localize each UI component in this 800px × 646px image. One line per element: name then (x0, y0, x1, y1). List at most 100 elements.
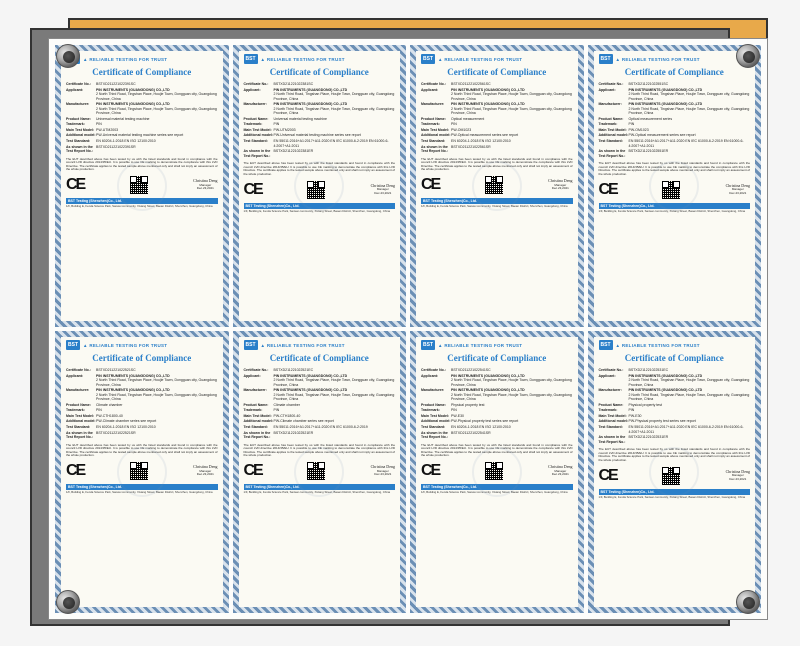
model-label: Main Test Model: (244, 128, 274, 133)
trademark-value: PIN (274, 408, 396, 413)
trademark-label: Trademark: (599, 408, 629, 413)
cert-bottom-row: CE Christina Deng Manager Dec.23,2021 (66, 176, 218, 194)
addl-value: PW-Physical property test series see rep… (451, 419, 573, 424)
std-label: Test Standard: (421, 425, 451, 430)
addl-label: Additional model: (66, 133, 96, 138)
ce-mark: CE (599, 467, 617, 485)
signature-block: Christina Deng Manager Dec.23,2021 (548, 179, 572, 191)
manufacturer-value: PIN INSTRUMENTS (GUANGDONG) CO.,LTD2 Nor… (629, 102, 751, 116)
std-label: Test Standard: (421, 139, 451, 144)
sig-date: Dec.23,2021 (726, 478, 750, 482)
std-value: EN 60204-1:2018 EN ISO 12100:2010 (451, 425, 573, 430)
applicant-value: PIN INSTRUMENTS (GUANGDONG) CO.,LTD2 Nor… (451, 374, 573, 388)
footer-address: 1/F, Building E, Fenda Science Park, San… (244, 210, 396, 213)
cert-title: Certificate of Compliance (244, 353, 396, 363)
footer-address: 1/F, Building E, Fenda Science Park, San… (599, 496, 751, 499)
report-value: BSTXD211221022551ER (629, 149, 751, 158)
cert-title: Certificate of Compliance (421, 353, 573, 363)
report-value: BSTXD211221022391SR (96, 145, 218, 154)
manufacturer-value: PIN INSTRUMENTS (GUANGDONG) CO.,LTD2 Nor… (274, 102, 396, 116)
certno-value: BSTXD211221022561SC (451, 82, 573, 87)
report-label: As shown in the Test Report No.: (244, 431, 274, 440)
grommet-bottom-left (56, 590, 80, 614)
product-value: Climate chamber (274, 403, 396, 408)
disclaimer-text: The EUT described above has been tested … (421, 444, 573, 458)
model-label: Main Test Model: (599, 128, 629, 133)
product-value: Climate chamber (96, 403, 218, 408)
manufacturer-value: PIN INSTRUMENTS (GUANGDONG) CO.,LTD2 Nor… (96, 388, 218, 402)
cert-bottom-row: CE Christina Deng Manager Dec.23,2021 (421, 176, 573, 194)
tagline: RELIABLE TESTING FOR TRUST (83, 57, 167, 62)
certno-label: Certificate No.: (421, 82, 451, 87)
std-value: EN 60204-1:2018 EN ISO 12100:2010 (96, 139, 218, 144)
report-value: BSTXD211221022521SR (96, 431, 218, 440)
grommet-top-left (56, 44, 80, 68)
signature-block: Christina Deng Manager Dec.23,2021 (726, 184, 750, 196)
report-label: As shown in the Test Report No.: (599, 435, 629, 444)
certificate-card: BST RELIABLE TESTING FOR TRUST Certifica… (233, 331, 407, 613)
signature-block: Christina Deng Manager Dec.23,2021 (548, 465, 572, 477)
manufacturer-label: Manufacturer: (421, 102, 451, 116)
applicant-label: Applicant: (244, 374, 274, 388)
applicant-label: Applicant: (599, 88, 629, 102)
trademark-value: PIN (96, 122, 218, 127)
certno-value: BSTXD211221022541SC (451, 368, 573, 373)
report-label: As shown in the Test Report No.: (599, 149, 629, 158)
cert-title: Certificate of Compliance (599, 353, 751, 363)
trademark-value: PIN (629, 122, 751, 127)
sig-date: Dec.23,2021 (371, 473, 395, 477)
qr-code (307, 181, 325, 199)
manufacturer-label: Manufacturer: (421, 388, 451, 402)
certno-label: Certificate No.: (244, 368, 274, 373)
certificate-board: BST RELIABLE TESTING FOR TRUST Certifica… (48, 38, 768, 620)
sig-date: Dec.23,2021 (193, 473, 217, 477)
addl-value: PW-Physical property test series see rep… (629, 419, 751, 424)
product-label: Product Name: (244, 117, 274, 122)
applicant-value: PIN INSTRUMENTS (GUANGDONG) CO.,LTD2 Nor… (96, 374, 218, 388)
footer-address: 1/F, Building E, Fenda Science Park, San… (66, 491, 218, 494)
model-value: PW-OM1023 (629, 128, 751, 133)
addl-label: Additional model: (421, 419, 451, 424)
disclaimer-text: The EUT described above has been tested … (599, 162, 751, 176)
product-label: Product Name: (421, 403, 451, 408)
product-label: Product Name: (66, 403, 96, 408)
sig-date: Dec.23,2021 (726, 192, 750, 196)
std-label: Test Standard: (244, 139, 274, 148)
model-label: Main Test Model: (244, 414, 274, 419)
signature-block: Christina Deng Manager Dec.23,2021 (726, 470, 750, 482)
bst-logo: BST (421, 54, 435, 64)
std-label: Test Standard: (599, 425, 629, 434)
applicant-label: Applicant: (66, 88, 96, 102)
footer-address: 1/F, Building E, Fenda Science Park, San… (599, 210, 751, 213)
footer-address: 1/F, Building E, Fenda Science Park, San… (66, 205, 218, 208)
report-label: As shown in the Test Report No.: (421, 431, 451, 440)
trademark-value: PIN (451, 408, 573, 413)
ce-mark: CE (66, 176, 84, 194)
report-value: BSTXD211221022381ER (274, 149, 396, 158)
certno-value: BSTXD211221022521EC (274, 368, 396, 373)
std-label: Test Standard: (66, 139, 96, 144)
cert-header: BST RELIABLE TESTING FOR TRUST (244, 340, 396, 350)
cert-header: BST RELIABLE TESTING FOR TRUST (599, 340, 751, 350)
addl-value: PW-Climate chamber series see report (96, 419, 218, 424)
certificate-card: BST RELIABLE TESTING FOR TRUST Certifica… (55, 331, 229, 613)
product-value: Optical measurement series (629, 117, 751, 122)
bst-logo: BST (244, 340, 258, 350)
applicant-label: Applicant: (599, 374, 629, 388)
ce-mark: CE (421, 462, 439, 480)
manufacturer-label: Manufacturer: (244, 388, 274, 402)
report-value: BSTXD211221022531ER (629, 435, 751, 444)
certificate-grid: BST RELIABLE TESTING FOR TRUST Certifica… (55, 45, 761, 613)
model-value: PW-OM1023 (451, 128, 573, 133)
sig-date: Dec.23,2021 (548, 187, 572, 191)
cert-header: BST RELIABLE TESTING FOR TRUST (66, 54, 218, 64)
bst-logo: BST (66, 340, 80, 350)
disclaimer-text: The EUT described above has been tested … (66, 444, 218, 458)
cert-header: BST RELIABLE TESTING FOR TRUST (421, 340, 573, 350)
manufacturer-value: PIN INSTRUMENTS (GUANGDONG) CO.,LTD2 Nor… (451, 388, 573, 402)
certno-label: Certificate No.: (599, 82, 629, 87)
signature-block: Christina Deng Manager Dec.23,2021 (193, 465, 217, 477)
trademark-label: Trademark: (599, 122, 629, 127)
certificate-card: BST RELIABLE TESTING FOR TRUST Certifica… (588, 45, 762, 327)
addl-value: PW-Universal material testing machine se… (96, 133, 218, 138)
